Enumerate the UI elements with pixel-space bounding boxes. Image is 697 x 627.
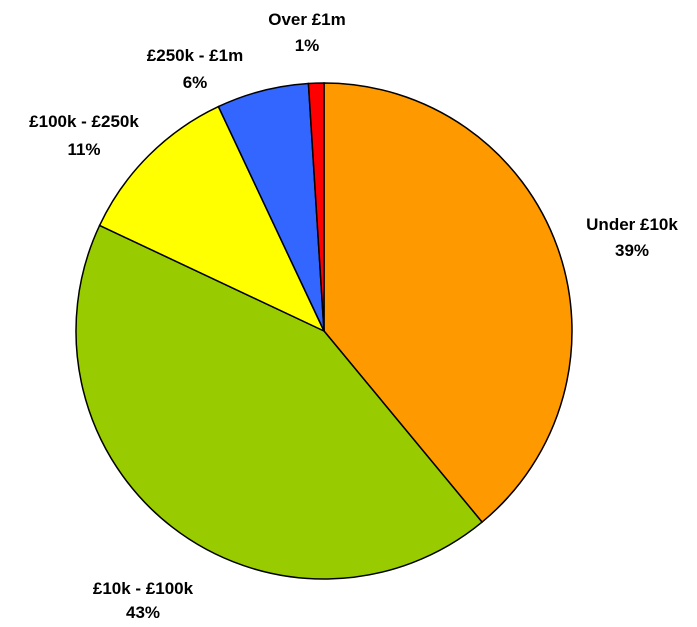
pie-slice — [307, 82, 325, 332]
slice-category-label: £250k - £1m — [147, 46, 243, 65]
slice-category-label: £100k - £250k — [29, 112, 139, 131]
pie-slice — [98, 105, 326, 333]
slice-percent-label: 43% — [126, 603, 160, 622]
pie-slice — [323, 82, 573, 524]
slice-category-label: Under £10k — [586, 215, 678, 234]
slice-percent-label: 11% — [67, 140, 100, 159]
slice-category-label: £10k - £100k — [93, 579, 194, 598]
slice-category-label: Over £1m — [268, 10, 346, 29]
slice-percent-label: 6% — [183, 73, 208, 92]
slice-percent-label: 39% — [615, 241, 649, 260]
pie-labels: Under £10k 39% £10k - £100k 43% £100k - £250… — [29, 10, 678, 622]
pie-slice — [75, 224, 484, 580]
pie-slices — [75, 82, 573, 580]
slice-percent-label: 1% — [295, 36, 320, 55]
